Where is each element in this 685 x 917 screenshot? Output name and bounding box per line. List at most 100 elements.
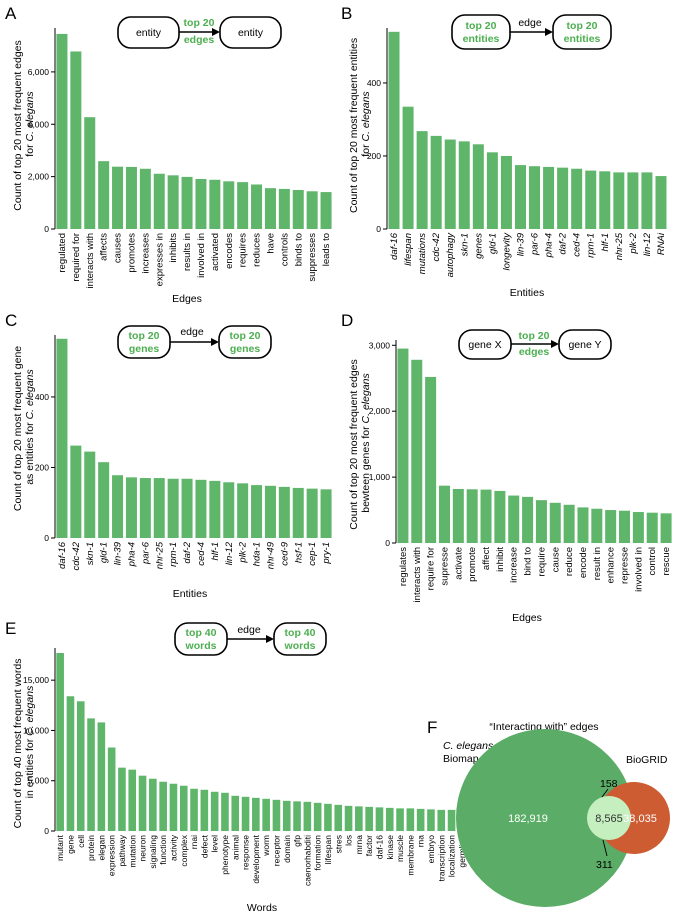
bar-nhr-25 bbox=[153, 478, 165, 538]
bar-ced-9 bbox=[278, 486, 290, 538]
bar-neuron bbox=[138, 775, 147, 831]
ylabel-e: Count of top 40 most frequent words in e… bbox=[12, 656, 36, 829]
bar-daf-16 bbox=[388, 31, 400, 229]
bar-results-in bbox=[181, 176, 193, 229]
xlabel-e: Words bbox=[247, 902, 277, 914]
bar-required-for bbox=[70, 51, 82, 229]
x-category-label: localization bbox=[447, 835, 457, 877]
x-category-label: ced-4 bbox=[572, 233, 583, 257]
x-category-label: affect bbox=[481, 547, 492, 570]
x-category-label: have bbox=[265, 233, 276, 254]
x-category-label: complex bbox=[179, 834, 189, 866]
x-category-label: daf-16 bbox=[374, 835, 384, 859]
schematic-b-edge: edge bbox=[518, 17, 542, 29]
x-category-label: ced-9 bbox=[279, 541, 290, 565]
y-tick-label: 0 bbox=[44, 533, 49, 543]
bar-daf-2 bbox=[557, 167, 569, 229]
bar-expression bbox=[107, 747, 116, 831]
schematic-d-edge-line2: edges bbox=[519, 346, 550, 358]
bar-control bbox=[646, 512, 658, 543]
bar-promotes bbox=[125, 166, 137, 229]
bar-longevity bbox=[500, 155, 512, 229]
x-category-label: autophagy bbox=[445, 232, 456, 278]
bar-par-6 bbox=[529, 166, 541, 229]
bar-complex bbox=[179, 785, 188, 831]
y-tick-label: 6,000 bbox=[28, 67, 50, 77]
panel-letter-e: E bbox=[5, 619, 16, 638]
x-category-label: lifespan bbox=[403, 233, 414, 266]
bar-formation bbox=[313, 802, 322, 831]
schematic-b-left-line1: top 20 bbox=[466, 20, 497, 32]
bar-elegan bbox=[97, 722, 106, 831]
x-category-label: expresses in bbox=[154, 233, 165, 286]
x-category-label: daf-2 bbox=[182, 541, 193, 563]
bar-plk-2 bbox=[627, 172, 639, 229]
x-category-label: ced-4 bbox=[196, 542, 207, 566]
venn-biomap-circle bbox=[456, 729, 634, 907]
panel-c: C Count of top 20 most frequent gene as … bbox=[5, 311, 332, 600]
y-tick-label: 200 bbox=[367, 151, 381, 161]
x-category-label: gene bbox=[65, 835, 75, 854]
x-category-label: receptor bbox=[271, 835, 281, 866]
x-category-label: membrane bbox=[405, 835, 415, 876]
bar-receptor bbox=[272, 799, 281, 831]
bar-leads-to bbox=[320, 192, 332, 229]
bar-worm bbox=[262, 798, 270, 831]
chart-b: 0 200 400 daf-16 lifespan mutations cdc-42 auto… bbox=[367, 28, 667, 277]
bar-lifespan bbox=[402, 106, 414, 229]
x-category-label: supresse bbox=[439, 547, 450, 586]
bar-plk-2 bbox=[237, 483, 249, 538]
y-tick-label: 15,000 bbox=[23, 675, 49, 685]
panel-e: E Count of top 40 most frequent words in… bbox=[5, 619, 467, 914]
bar-have bbox=[264, 188, 276, 229]
bar-muscle bbox=[396, 808, 404, 832]
x-category-label: mutations bbox=[417, 233, 428, 274]
x-category-label: rna bbox=[416, 835, 426, 848]
x-category-label: transcription bbox=[436, 835, 446, 882]
schematic-c-right-box bbox=[218, 325, 272, 359]
panel-f-venn: F “Interacting with” edges C. elegans Bi… bbox=[427, 718, 670, 907]
ylabel-b: Count of top 20 most frequent entities f… bbox=[348, 35, 372, 213]
bar-supresse bbox=[438, 485, 450, 543]
bar-hda-1 bbox=[251, 485, 263, 538]
x-category-label: daf-2 bbox=[558, 232, 569, 254]
x-category-label: rpm-1 bbox=[168, 542, 179, 567]
bar-pathway bbox=[118, 767, 126, 831]
x-category-label: represse bbox=[620, 547, 631, 584]
bar-cell bbox=[76, 701, 85, 831]
venn-biogrid-count: 38,035 bbox=[623, 813, 657, 825]
x-category-label: embryo bbox=[426, 835, 436, 864]
x-category-label: hda-1 bbox=[252, 542, 263, 566]
x-category-label: pha-4 bbox=[544, 233, 555, 258]
bar-rna bbox=[416, 808, 425, 831]
x-category-label: mutation bbox=[127, 835, 137, 868]
y-tick-label: 0 bbox=[44, 826, 49, 836]
bar-involved-in bbox=[632, 512, 644, 543]
xlabel-c: Entities bbox=[173, 588, 207, 600]
x-category-label: signaling bbox=[148, 835, 158, 869]
x-category-label: worm bbox=[261, 835, 271, 857]
schematic-c-right-line2: genes bbox=[230, 343, 261, 355]
x-category-label: binds to bbox=[293, 233, 304, 266]
schematic-a: entity top 20 edges entity bbox=[117, 16, 282, 49]
bar-caenorhabditi bbox=[303, 801, 312, 831]
venn-callout-bottom: 311 bbox=[596, 859, 613, 871]
bar-genes bbox=[472, 144, 484, 229]
venn-biomap-count: 182,919 bbox=[508, 813, 548, 825]
bar-protein bbox=[87, 718, 95, 831]
bar-phenotype bbox=[221, 792, 229, 831]
bar-ced-4 bbox=[195, 479, 207, 538]
bar-gfp bbox=[293, 801, 301, 831]
venn-left-label: Biomap bbox=[443, 753, 479, 765]
y-tick-label: 4,000 bbox=[28, 119, 50, 129]
schematic-e-right-line1: top 40 bbox=[285, 627, 316, 639]
x-category-label: gld-1 bbox=[487, 233, 498, 254]
x-category-label: skn-1 bbox=[459, 233, 470, 256]
x-category-label: neuron bbox=[138, 835, 148, 862]
bar-increases bbox=[139, 168, 151, 229]
x-category-label: phenotype bbox=[220, 835, 230, 875]
schematic-d-left-label: gene X bbox=[468, 339, 501, 351]
bar-lin-39 bbox=[514, 165, 526, 229]
